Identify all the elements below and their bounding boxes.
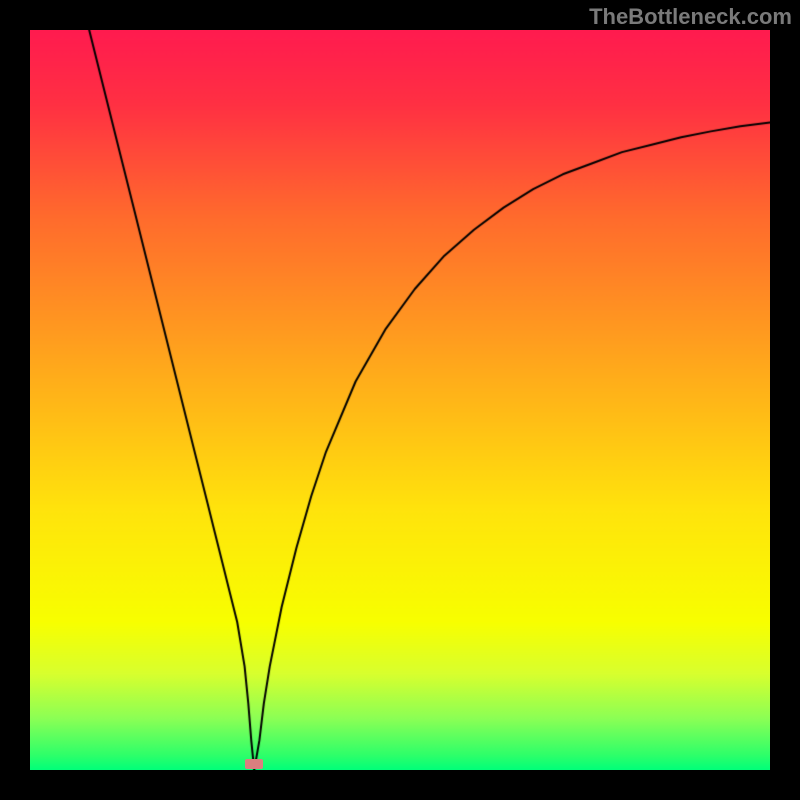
chart-plot xyxy=(30,30,770,770)
chart-canvas xyxy=(30,30,770,770)
watermark-text: TheBottleneck.com xyxy=(589,4,792,30)
minimum-marker xyxy=(245,759,263,769)
